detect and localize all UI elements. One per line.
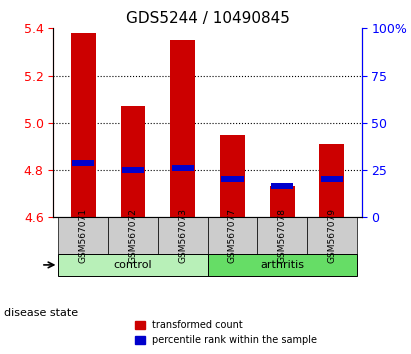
Text: GSM567071: GSM567071 <box>79 208 88 263</box>
Bar <box>319 144 344 217</box>
FancyBboxPatch shape <box>257 217 307 254</box>
Bar <box>120 106 145 217</box>
Text: GSM567078: GSM567078 <box>278 208 286 263</box>
FancyBboxPatch shape <box>307 217 357 254</box>
Legend: transformed count, percentile rank within the sample: transformed count, percentile rank withi… <box>131 316 321 349</box>
Text: arthritis: arthritis <box>260 260 304 270</box>
Text: GSM567077: GSM567077 <box>228 208 237 263</box>
Text: disease state: disease state <box>4 308 78 318</box>
Text: GSM567079: GSM567079 <box>327 208 336 263</box>
FancyBboxPatch shape <box>158 217 208 254</box>
Bar <box>220 135 245 217</box>
Text: GSM567072: GSM567072 <box>129 208 137 263</box>
FancyBboxPatch shape <box>58 254 208 276</box>
Text: control: control <box>114 260 152 270</box>
Title: GDS5244 / 10490845: GDS5244 / 10490845 <box>126 11 289 26</box>
Bar <box>221 176 244 182</box>
Bar <box>170 40 195 217</box>
Bar <box>321 176 343 182</box>
Bar <box>122 167 144 173</box>
Text: GSM567073: GSM567073 <box>178 208 187 263</box>
FancyBboxPatch shape <box>108 217 158 254</box>
FancyBboxPatch shape <box>208 217 257 254</box>
Bar <box>71 33 96 217</box>
FancyBboxPatch shape <box>58 217 108 254</box>
Bar <box>72 160 95 166</box>
Bar <box>171 165 194 171</box>
Bar <box>271 183 293 189</box>
FancyBboxPatch shape <box>208 254 357 276</box>
Bar <box>270 187 295 217</box>
